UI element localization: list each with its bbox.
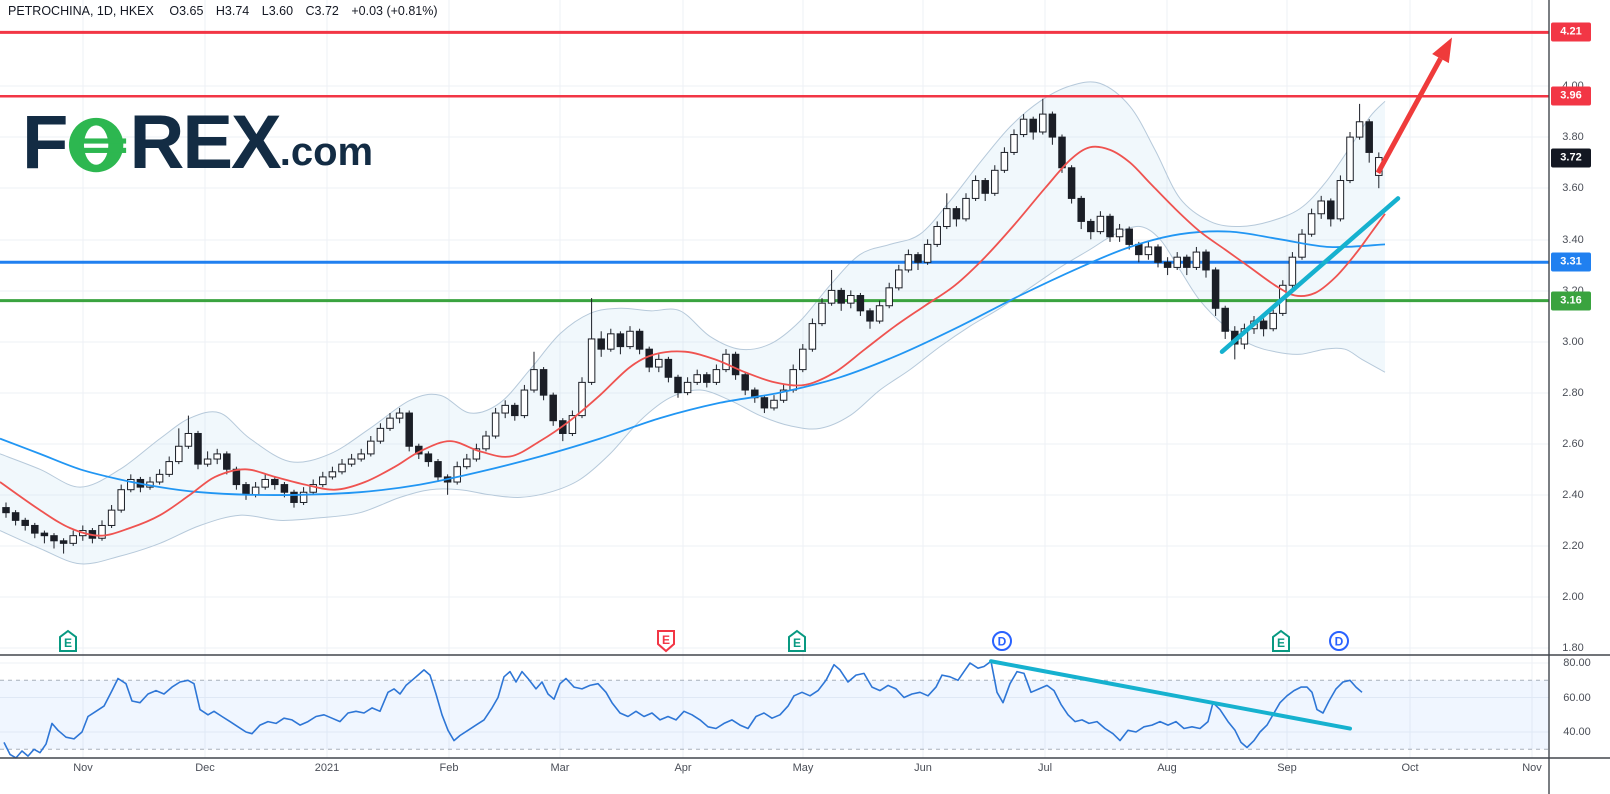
time-label: Oct (1401, 762, 1419, 774)
time-label: Dec (195, 762, 215, 774)
earnings-marker-icon: E (657, 630, 675, 653)
rsi-tick: 40.00 (1563, 726, 1591, 738)
svg-text:D: D (998, 635, 1007, 649)
ma-slow-blue (0, 230, 1386, 496)
rsi-tick: 60.00 (1563, 691, 1591, 704)
trend-drawings (1219, 37, 1452, 354)
logo-text-f: F (22, 100, 68, 185)
change-value: +0.03 (+0.81%) (351, 4, 438, 18)
earnings-marker-icon: E (1272, 629, 1290, 652)
rsi-tick: 80.00 (1563, 657, 1591, 669)
price-tick: 3.80 (1562, 131, 1584, 143)
dividend-marker-icon: D (1329, 631, 1349, 651)
symbol-title: PETROCHINA, 1D, HKEX (8, 4, 154, 18)
price-badge-3.16: 3.16 (1551, 291, 1591, 311)
price-badge-4.21: 4.21 (1551, 22, 1591, 42)
price-uptrend-line[interactable] (1219, 196, 1401, 354)
time-label: 2021 (314, 762, 340, 774)
moving-averages (0, 145, 1386, 537)
price-tick: 2.00 (1562, 591, 1584, 603)
breakout-arrow[interactable] (1375, 57, 1443, 175)
ma-fast-red (0, 145, 1386, 537)
time-label: Feb (439, 762, 459, 774)
symbol-legend[interactable]: PETROCHINA, 1D, HKEX O3.65 H3.74 L3.60 C… (8, 4, 447, 18)
bollinger-bands (0, 81, 1386, 565)
rsi-downtrend-line[interactable] (989, 659, 1352, 731)
earnings-marker[interactable]: E (58, 629, 78, 658)
time-label: Jul (1037, 762, 1053, 774)
rsi-line (3, 660, 1363, 759)
time-label: Sep (1277, 762, 1297, 774)
price-tick: 1.80 (1562, 642, 1584, 654)
forex-logo: F REX .com (22, 100, 374, 185)
ohlc-open: O3.65 (169, 4, 204, 18)
price-badge-3.96: 3.96 (1551, 86, 1591, 106)
svg-text:E: E (793, 636, 801, 650)
earnings-marker-icon: E (59, 629, 77, 652)
svg-text:E: E (64, 636, 72, 650)
time-label: Aug (1157, 762, 1177, 774)
logo-text-rex: REX (129, 100, 281, 185)
ohlc-low: L3.60 (261, 4, 294, 18)
price-tick: 2.40 (1562, 489, 1584, 501)
forex-coin-icon (69, 117, 127, 173)
breakout-arrow-head (1432, 37, 1452, 64)
earnings-marker[interactable]: E (656, 629, 676, 658)
candlesticks (2, 98, 1383, 554)
price-tick: 3.00 (1562, 336, 1584, 348)
dividend-marker[interactable]: D (1329, 629, 1349, 658)
price-tick: 2.20 (1562, 540, 1584, 552)
time-label: Nov (1522, 762, 1542, 774)
svg-text:D: D (1335, 635, 1344, 649)
ohlc-high: H3.74 (215, 4, 250, 18)
time-label: May (792, 762, 814, 774)
svg-text:E: E (662, 633, 670, 647)
time-label: Apr (674, 762, 692, 774)
price-tick: 2.60 (1562, 438, 1584, 450)
time-label: Mar (550, 762, 570, 774)
time-label: Nov (73, 762, 93, 774)
earnings-marker[interactable]: E (787, 629, 807, 658)
earnings-marker-icon: E (788, 629, 806, 652)
time-label: Jun (914, 762, 932, 774)
rsi-pane (0, 659, 1549, 759)
earnings-marker[interactable]: E (1271, 629, 1291, 658)
gridlines (0, 0, 1549, 758)
dividend-marker-icon: D (992, 631, 1012, 651)
price-tick: 3.60 (1562, 182, 1584, 194)
ohlc-close: C3.72 (305, 4, 339, 18)
logo-text-com: .com (279, 130, 374, 174)
price-badge-3.72: 3.72 (1551, 148, 1591, 168)
price-tick: 2.80 (1562, 387, 1584, 399)
price-tick: 3.40 (1562, 234, 1584, 246)
svg-text:E: E (1277, 636, 1285, 650)
dividend-marker[interactable]: D (992, 629, 1012, 658)
price-badge-3.31: 3.31 (1551, 252, 1591, 272)
